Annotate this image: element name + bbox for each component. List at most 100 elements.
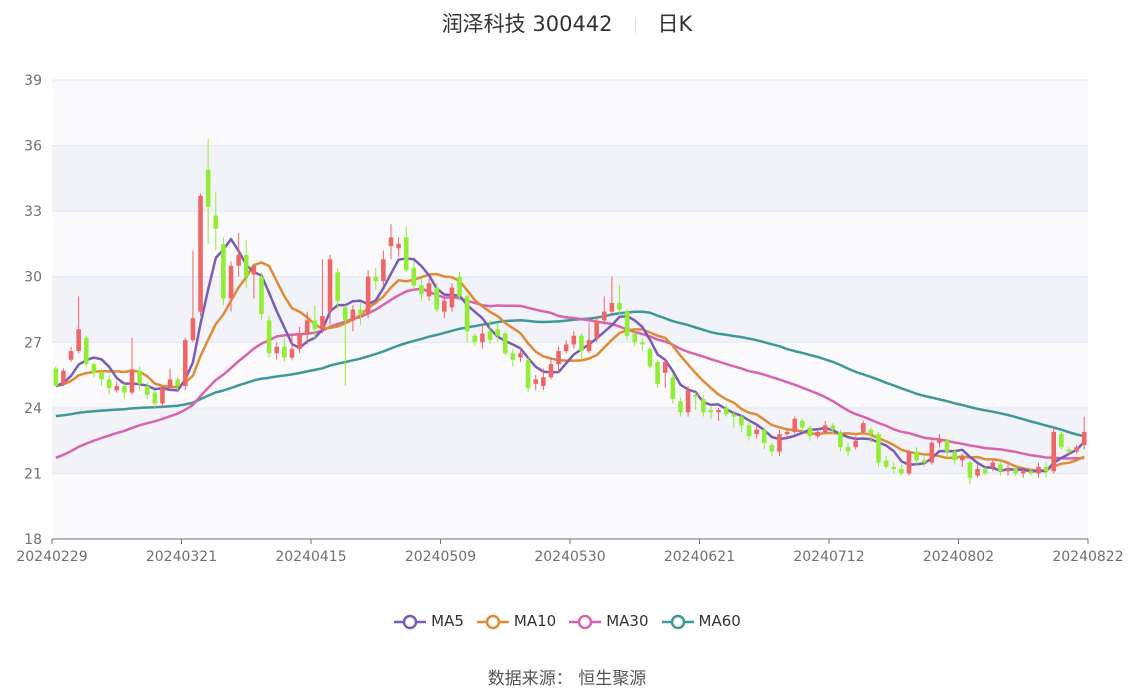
candle-body [761, 429, 767, 443]
candle-body [167, 379, 173, 389]
candle-body [198, 195, 203, 312]
legend-label: MA60 [698, 612, 741, 630]
candle-body [106, 379, 112, 389]
candle-body [129, 370, 135, 393]
candle-body [518, 353, 523, 358]
x-tick-label: 20240822 [1052, 549, 1123, 565]
candle-body [426, 283, 432, 297]
legend: MA5 MA10 MA30 MA60 [0, 612, 1134, 630]
candle-body [434, 287, 439, 310]
candle-body [190, 318, 196, 341]
candle-body [982, 469, 988, 474]
stock-name: 润泽科技 300442 [441, 12, 613, 36]
candle-body [624, 311, 630, 336]
candle-body [1051, 431, 1057, 472]
x-tick-label: 20240802 [923, 549, 994, 565]
legend-item-ma30[interactable]: MA30 [568, 612, 649, 630]
candle-body [266, 320, 272, 354]
legend-marker-icon [569, 614, 602, 629]
candle-body [594, 320, 599, 338]
candle-body [1036, 466, 1041, 474]
candle-body [297, 333, 302, 349]
candle-body [914, 451, 919, 461]
y-tick-label: 24 [24, 401, 42, 417]
candle-body [83, 337, 89, 365]
x-tick-label: 20240415 [275, 549, 346, 565]
candle-body [777, 434, 782, 452]
candle-body [274, 346, 280, 354]
candle-body [929, 442, 935, 463]
candle-body [320, 316, 325, 330]
candle-body [647, 348, 653, 367]
candle-body [662, 361, 668, 373]
candle-body [723, 407, 729, 415]
candle-body [373, 276, 379, 282]
candle-body [556, 351, 561, 365]
candle-body [396, 243, 401, 249]
candle-body [243, 254, 249, 277]
candle-body [609, 302, 615, 312]
candle-body [739, 416, 744, 426]
candle-body [899, 469, 904, 474]
candle-body [152, 392, 158, 404]
x-tick-label: 20240530 [534, 549, 605, 565]
candle-body [1028, 471, 1034, 474]
candle-body [617, 302, 622, 310]
candle-body [754, 429, 759, 435]
legend-marker-icon [661, 614, 694, 629]
candle-body [213, 215, 219, 229]
candle-body [304, 320, 310, 334]
candle-body [1020, 471, 1026, 474]
legend-label: MA5 [431, 612, 464, 630]
x-tick-label: 20240229 [16, 549, 87, 565]
candle-body [708, 410, 714, 413]
candle-body [502, 333, 508, 354]
candle-body [838, 431, 843, 448]
candle-body [1074, 447, 1079, 452]
legend-item-ma5[interactable]: MA5 [393, 612, 464, 630]
candle-body [259, 276, 264, 314]
grid-band [52, 407, 1088, 474]
legend-item-ma60[interactable]: MA60 [661, 612, 741, 630]
candle-body [61, 370, 66, 384]
candle-body [784, 431, 790, 435]
candle-body [358, 309, 363, 314]
legend-marker-icon [394, 614, 427, 629]
candle-body [122, 386, 127, 393]
candle-body [906, 451, 912, 474]
candle-body [746, 425, 752, 437]
candle-body [183, 340, 188, 386]
candle-body [1059, 434, 1064, 448]
candle-body [571, 335, 577, 345]
candle-body [221, 243, 226, 299]
candle-body [601, 311, 607, 321]
candle-body [830, 425, 836, 430]
candle-body [464, 296, 470, 332]
candle-body [640, 342, 645, 345]
candle-body [228, 265, 234, 299]
candle-body [282, 346, 287, 358]
candle-body [701, 399, 706, 413]
candle-body [960, 455, 965, 461]
candle-body [876, 434, 881, 463]
candle-body [853, 440, 858, 448]
candle-body [807, 427, 813, 437]
candle-body [1005, 469, 1011, 472]
grid-band [52, 473, 1088, 539]
candle-body [944, 440, 950, 452]
legend-label: MA30 [606, 612, 649, 630]
candle-body [472, 335, 478, 343]
grid-band [52, 276, 1088, 343]
legend-item-ma10[interactable]: MA10 [476, 612, 556, 630]
candle-body [327, 259, 333, 312]
candle-body [335, 272, 340, 301]
candle-body [251, 265, 257, 275]
candle-body [800, 420, 805, 428]
candle-body [144, 386, 150, 395]
candle-body [975, 469, 980, 476]
candle-body [822, 425, 828, 432]
candle-body [678, 401, 683, 413]
ma60-line [55, 310, 1085, 438]
candle-body [967, 462, 973, 478]
candle-body [53, 368, 59, 386]
